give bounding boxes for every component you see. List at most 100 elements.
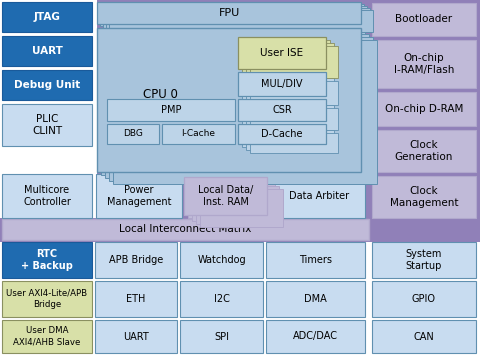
Bar	[97, 28, 361, 172]
Bar	[97, 2, 361, 24]
Text: Power
Management: Power Management	[107, 185, 171, 207]
Bar	[192, 183, 275, 221]
Bar	[246, 130, 334, 150]
Text: FPU: FPU	[218, 8, 240, 18]
Bar	[96, 174, 182, 218]
Text: RTC
+ Backup: RTC + Backup	[21, 249, 73, 271]
Bar	[242, 127, 330, 147]
Bar	[238, 72, 326, 96]
Text: Data Arbiter: Data Arbiter	[289, 191, 349, 201]
Bar	[372, 3, 476, 36]
Bar	[196, 186, 279, 224]
Bar	[200, 189, 283, 227]
Bar	[113, 40, 377, 184]
Bar	[250, 108, 338, 130]
Bar	[184, 177, 267, 215]
Bar	[0, 218, 370, 242]
Text: Multicore
Controller: Multicore Controller	[23, 185, 71, 207]
Text: ADC/DAC: ADC/DAC	[293, 332, 338, 342]
Text: I2C: I2C	[214, 294, 229, 304]
Bar	[95, 320, 177, 353]
Bar	[107, 124, 159, 144]
Text: I-Cache: I-Cache	[181, 130, 216, 138]
Bar	[242, 102, 330, 124]
Bar	[106, 8, 370, 30]
Bar	[372, 281, 476, 317]
Bar	[180, 320, 263, 353]
Bar	[246, 105, 334, 127]
Bar	[105, 34, 369, 178]
Text: User ISE: User ISE	[261, 48, 303, 58]
Bar	[250, 133, 338, 153]
Bar	[372, 176, 476, 218]
Text: UART: UART	[32, 46, 62, 56]
Text: Clock
Management: Clock Management	[390, 186, 458, 208]
Text: Local Data/
Inst. RAM: Local Data/ Inst. RAM	[198, 185, 253, 207]
Bar	[266, 281, 365, 317]
Bar	[95, 242, 177, 278]
Bar	[2, 242, 92, 278]
Bar	[238, 99, 326, 121]
Text: On-chip D-RAM: On-chip D-RAM	[385, 104, 463, 114]
Bar	[242, 75, 330, 99]
Text: UART: UART	[123, 332, 149, 342]
Text: MUL/DIV: MUL/DIV	[261, 79, 303, 89]
Bar	[372, 320, 476, 353]
Bar	[188, 180, 271, 218]
Text: System
Startup: System Startup	[406, 249, 442, 271]
Text: PMP: PMP	[161, 105, 181, 115]
Bar	[109, 37, 373, 181]
Bar	[103, 6, 367, 28]
Text: DBG: DBG	[123, 130, 143, 138]
Text: CPU 0: CPU 0	[143, 88, 178, 102]
Bar	[2, 174, 92, 218]
Bar	[246, 78, 334, 102]
Bar	[238, 37, 326, 69]
Bar	[180, 281, 263, 317]
Bar	[250, 46, 338, 78]
Text: JTAG: JTAG	[34, 12, 60, 22]
Text: User DMA
AXI4/AHB Slave: User DMA AXI4/AHB Slave	[13, 327, 81, 346]
Bar	[0, 0, 97, 218]
Text: CAN: CAN	[414, 332, 434, 342]
Bar	[266, 320, 365, 353]
Bar	[2, 219, 369, 240]
Text: Clock
Generation: Clock Generation	[395, 140, 453, 162]
Text: ETH: ETH	[126, 294, 146, 304]
Bar	[95, 281, 177, 317]
Text: Watchdog: Watchdog	[197, 255, 246, 265]
Bar	[273, 174, 365, 218]
Bar	[367, 0, 480, 242]
Bar	[107, 99, 235, 121]
Bar	[2, 70, 92, 100]
Text: Bootloader: Bootloader	[396, 15, 453, 24]
Bar	[2, 2, 92, 32]
Bar	[2, 36, 92, 66]
Text: APB Bridge: APB Bridge	[109, 255, 163, 265]
Bar	[162, 124, 235, 144]
Bar	[372, 242, 476, 278]
Bar	[266, 242, 365, 278]
Text: SPI: SPI	[214, 332, 229, 342]
Text: Local Interconnect Matrix: Local Interconnect Matrix	[120, 224, 252, 235]
Text: GPIO: GPIO	[412, 294, 436, 304]
Bar	[2, 320, 92, 353]
Bar	[180, 242, 263, 278]
Bar	[372, 40, 476, 88]
Text: D-Cache: D-Cache	[261, 129, 303, 139]
Bar	[109, 10, 373, 32]
Bar	[246, 43, 334, 75]
Bar	[2, 104, 92, 146]
Text: On-chip
I-RAM/Flash: On-chip I-RAM/Flash	[394, 53, 454, 75]
Bar	[250, 81, 338, 105]
Text: Debug Unit: Debug Unit	[14, 80, 80, 90]
Bar	[372, 92, 476, 126]
Text: PLIC
CLINT: PLIC CLINT	[32, 114, 62, 136]
Text: CSR: CSR	[272, 105, 292, 115]
Bar	[0, 0, 370, 218]
Text: DMA: DMA	[304, 294, 327, 304]
Bar	[238, 124, 326, 144]
Bar	[2, 281, 92, 317]
Text: Timers: Timers	[299, 255, 332, 265]
Bar	[242, 40, 330, 72]
